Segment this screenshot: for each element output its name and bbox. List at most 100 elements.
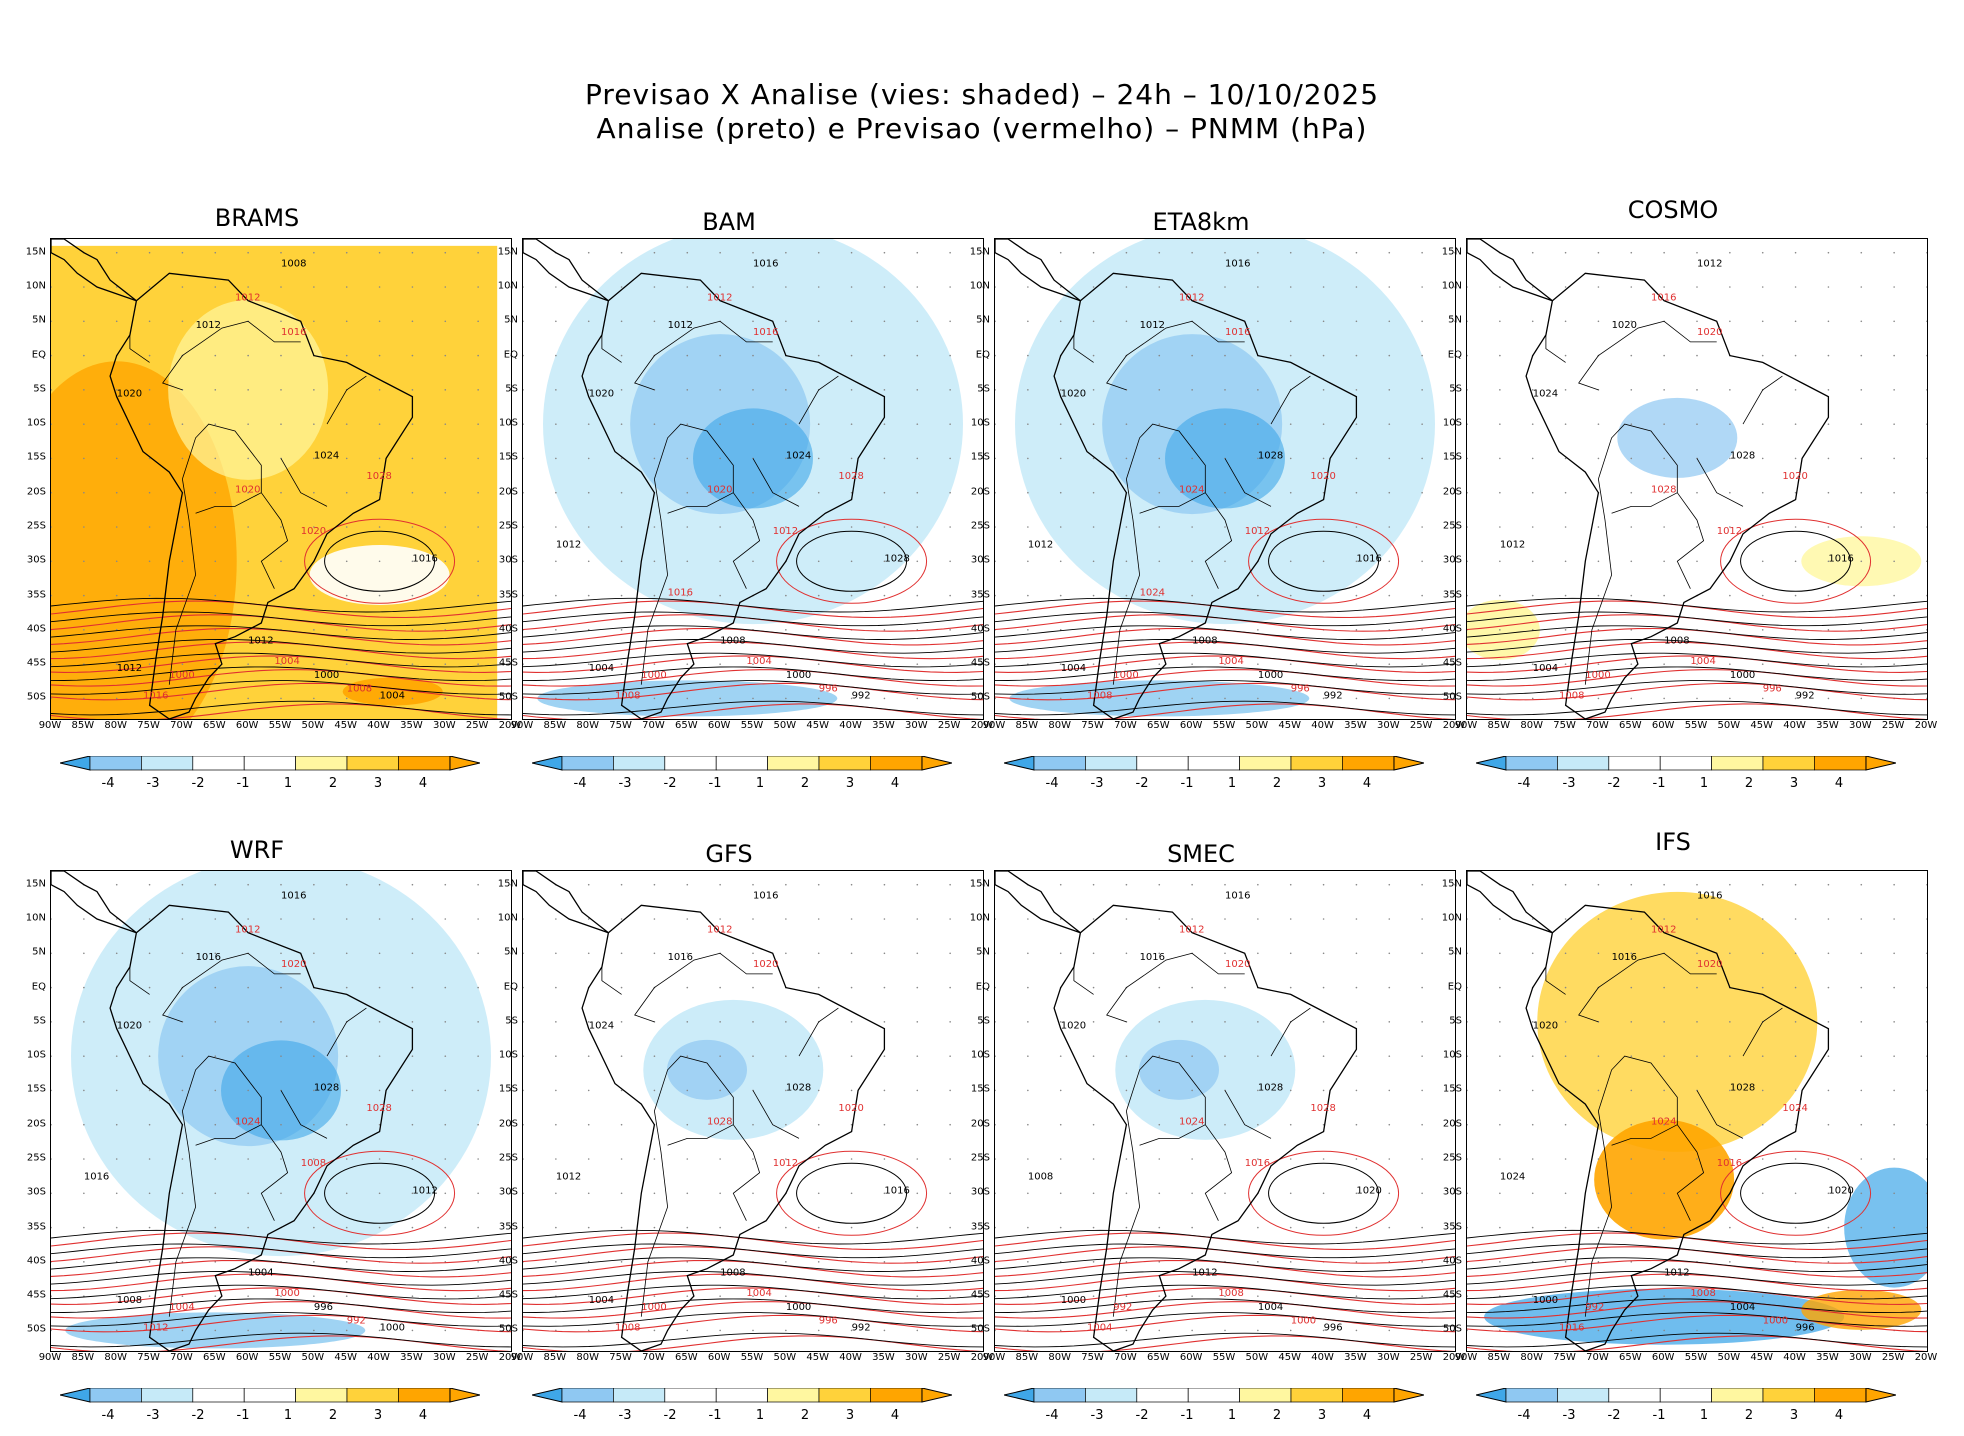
grid-dot [1794, 1192, 1797, 1195]
grid-dot [1092, 491, 1095, 494]
isobar-label: 996 [819, 684, 838, 695]
grid-dot [916, 560, 919, 563]
grid-dot [653, 286, 656, 288]
analysis-isobar [995, 652, 1455, 668]
isobar-label: 1020 [117, 1021, 142, 1032]
grid-dot [1499, 423, 1501, 425]
grid-dot [1224, 389, 1226, 391]
grid-dot [1630, 1261, 1633, 1263]
grid-dot [1158, 1055, 1161, 1057]
lat-tick-label: 15N [497, 878, 518, 890]
colorbar-tick: 2 [1744, 1408, 1754, 1423]
grid-dot [1388, 251, 1391, 254]
grid-dot [1926, 560, 1927, 563]
grid-dot [1454, 389, 1455, 391]
grid-dot [1564, 423, 1567, 425]
grid-dot [1467, 354, 1468, 357]
lat-tick-label: 10S [26, 1049, 46, 1061]
lat-tick-label: 20S [970, 486, 990, 498]
main-title-line1: Previsao X Analise (vies: shaded) – 24h … [584, 78, 1380, 111]
lon-tick-label: 75W [1553, 1352, 1576, 1363]
grid-dot [1125, 883, 1128, 886]
grid-dot [214, 629, 217, 631]
grid-dot [313, 1021, 315, 1023]
grid-dot [719, 560, 721, 563]
grid-dot [345, 883, 348, 886]
grid-dot [1322, 286, 1325, 288]
lat-tick-label: 10S [498, 417, 518, 429]
grid-dot [510, 1123, 511, 1126]
grid-dot [411, 918, 414, 920]
lon-tick-label: 40W [367, 720, 390, 731]
grid-dot [1092, 629, 1095, 631]
south-america-coastline [581, 904, 886, 1351]
grid-dot [1729, 1158, 1731, 1160]
grid-dot [686, 526, 689, 528]
lon-tick-label: 25W [937, 720, 961, 731]
grid-dot [148, 1089, 151, 1092]
grid-dot [916, 320, 919, 323]
analysis-isobar [523, 1271, 983, 1286]
grid-dot [1257, 663, 1259, 665]
grid-dot [115, 663, 118, 665]
grid-dot [995, 1055, 996, 1057]
grid-dot [982, 986, 983, 989]
grid-dot [1224, 354, 1226, 357]
south-america-coastline [1525, 904, 1830, 1351]
grid-dot [653, 1055, 656, 1057]
grid-dot [752, 883, 754, 886]
colorbar-segment [1085, 1387, 1138, 1403]
grid-dot [51, 986, 52, 989]
grid-dot [817, 1089, 820, 1092]
colorbar-tick: 3 [1789, 1408, 1799, 1423]
grid-dot [477, 286, 479, 288]
grid-dot [1597, 560, 1600, 563]
central-america-coastline [1467, 239, 1553, 302]
forecast-isobar [523, 1314, 983, 1333]
lon-tick-label: 65W [1146, 720, 1170, 731]
grid-dot [1289, 1329, 1292, 1332]
grid-dot [1597, 526, 1600, 528]
grid-dot [214, 286, 217, 288]
forecast-isobar [523, 1301, 983, 1319]
map-area: 1012 1016 1020 1020 1024 1028 1028 1020 1016 1012… [1466, 238, 1928, 720]
grid-dot [949, 1158, 951, 1160]
lon-tick-label: 30W [904, 720, 928, 731]
isobar-label: 1008 [1192, 636, 1217, 647]
grid-dot [1630, 1158, 1633, 1160]
high-pressure-isobar [1740, 530, 1852, 592]
lon-tick-label: 55W [1684, 720, 1708, 731]
grid-dot [444, 526, 447, 528]
grid-dot [555, 491, 557, 494]
grid-dot [444, 1021, 447, 1023]
grid-dot [214, 354, 217, 357]
grid-dot [1827, 1055, 1830, 1057]
lon-tick-label: 50W [1245, 720, 1269, 731]
country-border [1676, 492, 1705, 589]
grid-dot [949, 354, 951, 357]
grid-dot [1421, 883, 1423, 886]
colorbar-segment [141, 1387, 194, 1403]
forecast-isobar [1467, 1287, 1927, 1305]
isobar-label: 1004 [1087, 1322, 1112, 1333]
grid-dot [444, 1123, 447, 1126]
grid-dot [587, 952, 590, 955]
grid-dot [1421, 457, 1423, 460]
bias-shade [1801, 1289, 1922, 1330]
grid-dot [587, 320, 590, 323]
grid-dot [345, 526, 348, 528]
analysis-isobar [995, 625, 1455, 640]
grid-dot [523, 491, 524, 494]
grid-dot [995, 1329, 996, 1332]
grid-dot [1794, 286, 1797, 288]
grid-dot [1630, 1192, 1633, 1195]
grid-dot [1893, 883, 1895, 886]
lat-tick-label: 5N [504, 946, 518, 958]
grid-dot [1564, 1158, 1567, 1160]
colorbar-segment [767, 755, 820, 771]
grid-dot [653, 1295, 656, 1297]
grid-dot [1454, 354, 1455, 357]
grid-dot [83, 1123, 85, 1126]
bias-shade [1467, 599, 1540, 660]
country-border [168, 1110, 197, 1317]
